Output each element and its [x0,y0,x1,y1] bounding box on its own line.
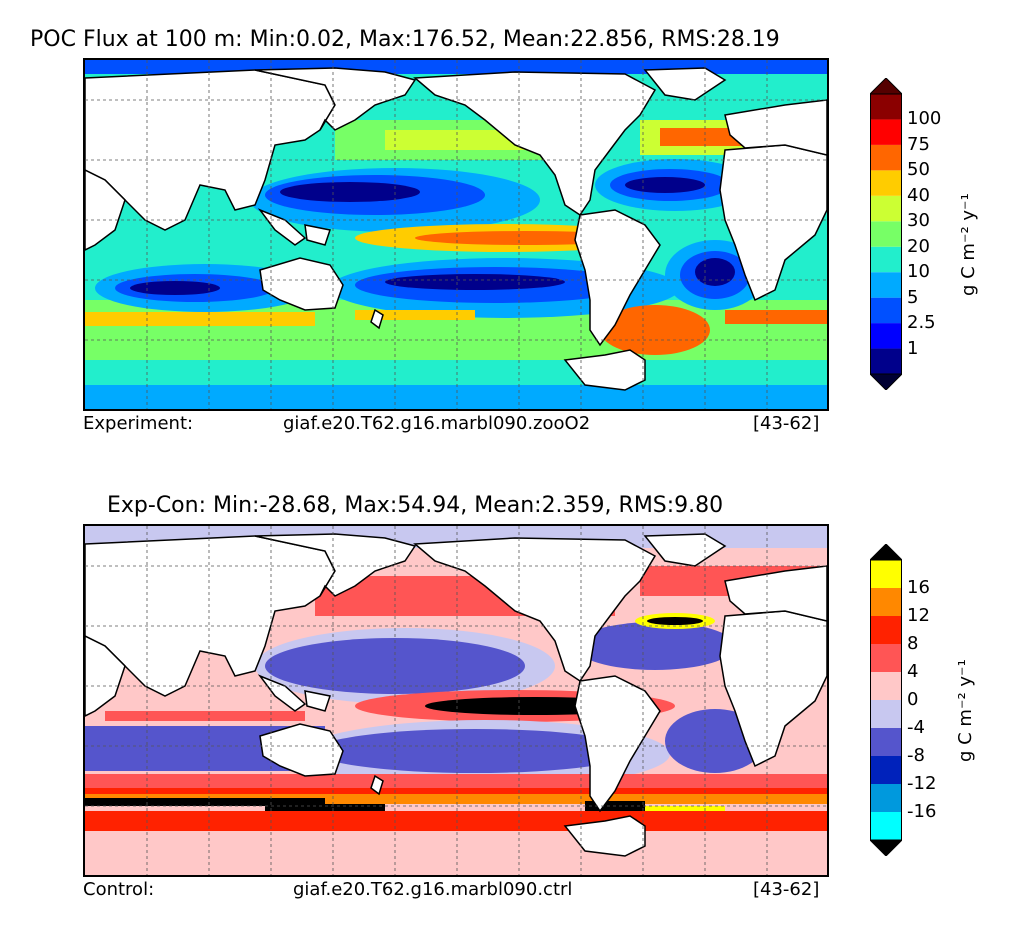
panel2-grid [85,526,827,875]
panel2-colorbar [868,543,904,857]
panel1-so-orange1 [85,312,315,326]
panel1-colorbar-frame [870,93,902,375]
panel2-colorbar-segment [870,812,902,840]
panel1-arctic [85,60,827,74]
panel1-colorbar-segment [870,119,902,145]
panel1-satl-gyre-core [695,258,735,286]
panel1-colorbar-segment [870,221,902,247]
panel2-ind-red [105,711,305,721]
panel2-colorbar-tick-label: 16 [907,577,930,598]
panel1-colorbar-tick-label: 40 [907,184,930,206]
panel2-colorbar-segment [870,588,902,616]
panel2-colorbar-segment [870,700,902,728]
panel2-colorbar-segment [870,784,902,812]
panel2-caption-right: [43-62] [753,879,820,900]
panel2-so-black1 [85,798,325,806]
panel1-colorbar-label: g C m⁻² y⁻¹ [958,193,979,296]
panel2-so-black4 [645,806,725,814]
panel2-colorbar-frame [870,559,902,841]
panel1-antarctic-band [85,385,827,409]
panel2-colorbar-tick-label: -8 [907,745,925,766]
panel2-natl-black [647,617,703,625]
panel1-colorbar-under [868,373,904,391]
panel2-colorbar-over [868,543,904,561]
panel2-so-pink [85,831,827,875]
panel1-natl-gyre-core [625,177,705,193]
panel2-colorbar-tick-label: -16 [907,801,937,822]
panel2-so-black2 [265,804,385,814]
panel2-colorbar-tick-label: 12 [907,605,930,626]
panel2-caption-left: Control: [83,879,155,900]
panel1-npac-gyre-core [280,182,420,202]
panel2-so-yellow [85,794,827,804]
panel2-map [83,524,829,877]
panel1-colorbar-over [868,77,904,95]
panel2-colorbar-svg [868,543,904,857]
panel1-colorbar-tick-label: 30 [907,210,930,232]
panel1-caption-right: [43-62] [753,413,820,434]
panel2-colorbar-tick-label: 4 [907,661,919,682]
panel2-colorbar-segment [870,560,902,588]
panel2-colorbar-tick-label: 8 [907,633,919,654]
panel2-colorbar-segment [870,728,902,756]
panel1-colorbar-svg [868,77,904,391]
panel2-map-svg [85,526,827,875]
panel1-so-orange2 [355,310,475,320]
panel1-so-orange3 [725,310,827,324]
panel2-colorbar-tick-label: -4 [907,717,925,738]
panel1-caption-left: Experiment: [83,413,194,434]
panel1-colorbar-segment [870,170,902,196]
panel2-colorbar-under [868,839,904,857]
panel1-colorbar [868,77,904,391]
panel1-colorbar-tick-label: 100 [907,108,942,130]
panel1-colorbar-tick-label: 5 [907,286,919,308]
panel1-colorbar-segment [870,195,902,222]
panel2-caption-center: giaf.e20.T62.g16.marbl090.ctrl [293,879,573,900]
panel1-caption-center: giaf.e20.T62.g16.marbl090.zooO2 [283,413,591,434]
panel1-colorbar-tick-label: 2.5 [907,312,936,334]
panel2-colorbar-segment [870,616,902,644]
panel1-colorbar-segment [870,348,902,374]
panel1-ind-gyre-core [130,281,220,295]
panel2-colorbar-segment [870,672,902,700]
panel1-colorbar-segment [870,144,902,171]
panel2-colorbar-label: g C m⁻² y⁻¹ [955,659,976,762]
panel1-colorbar-segment [870,297,902,324]
panel2-colorbar-segment [870,756,902,784]
panel2-title: Exp-Con: Min:-28.68, Max:54.94, Mean:2.3… [107,493,724,518]
panel1-colorbar-tick-label: 20 [907,235,930,257]
panel1-spac-gyre-core [385,274,565,290]
panel1-grid [85,60,827,409]
panel1-title: POC Flux at 100 m: Min:0.02, Max:176.52,… [30,27,780,52]
panel1-map-svg [85,60,827,409]
panel1-colorbar-tick-label: 50 [907,159,930,181]
panel2-colorbar-tick-label: 0 [907,689,919,710]
panel1-map [83,58,829,411]
panel1-colorbar-tick-label: 10 [907,261,930,283]
panel2-so-red2 [85,811,827,831]
panel1-colorbar-segment [870,246,902,273]
panel1-colorbar-tick-label: 1 [907,337,919,359]
panel1-colorbar-segment [870,323,902,349]
panel1-colorbar-segment [870,94,902,120]
panel2-colorbar-segment [870,644,902,672]
panel2-land [85,533,827,857]
panel1-patagonia [600,305,710,355]
panel2-colorbar-tick-label: -12 [907,773,937,794]
panel1-colorbar-segment [870,272,902,298]
panel1-colorbar-tick-label: 75 [907,133,930,155]
panel2-natl-blue [575,622,735,670]
